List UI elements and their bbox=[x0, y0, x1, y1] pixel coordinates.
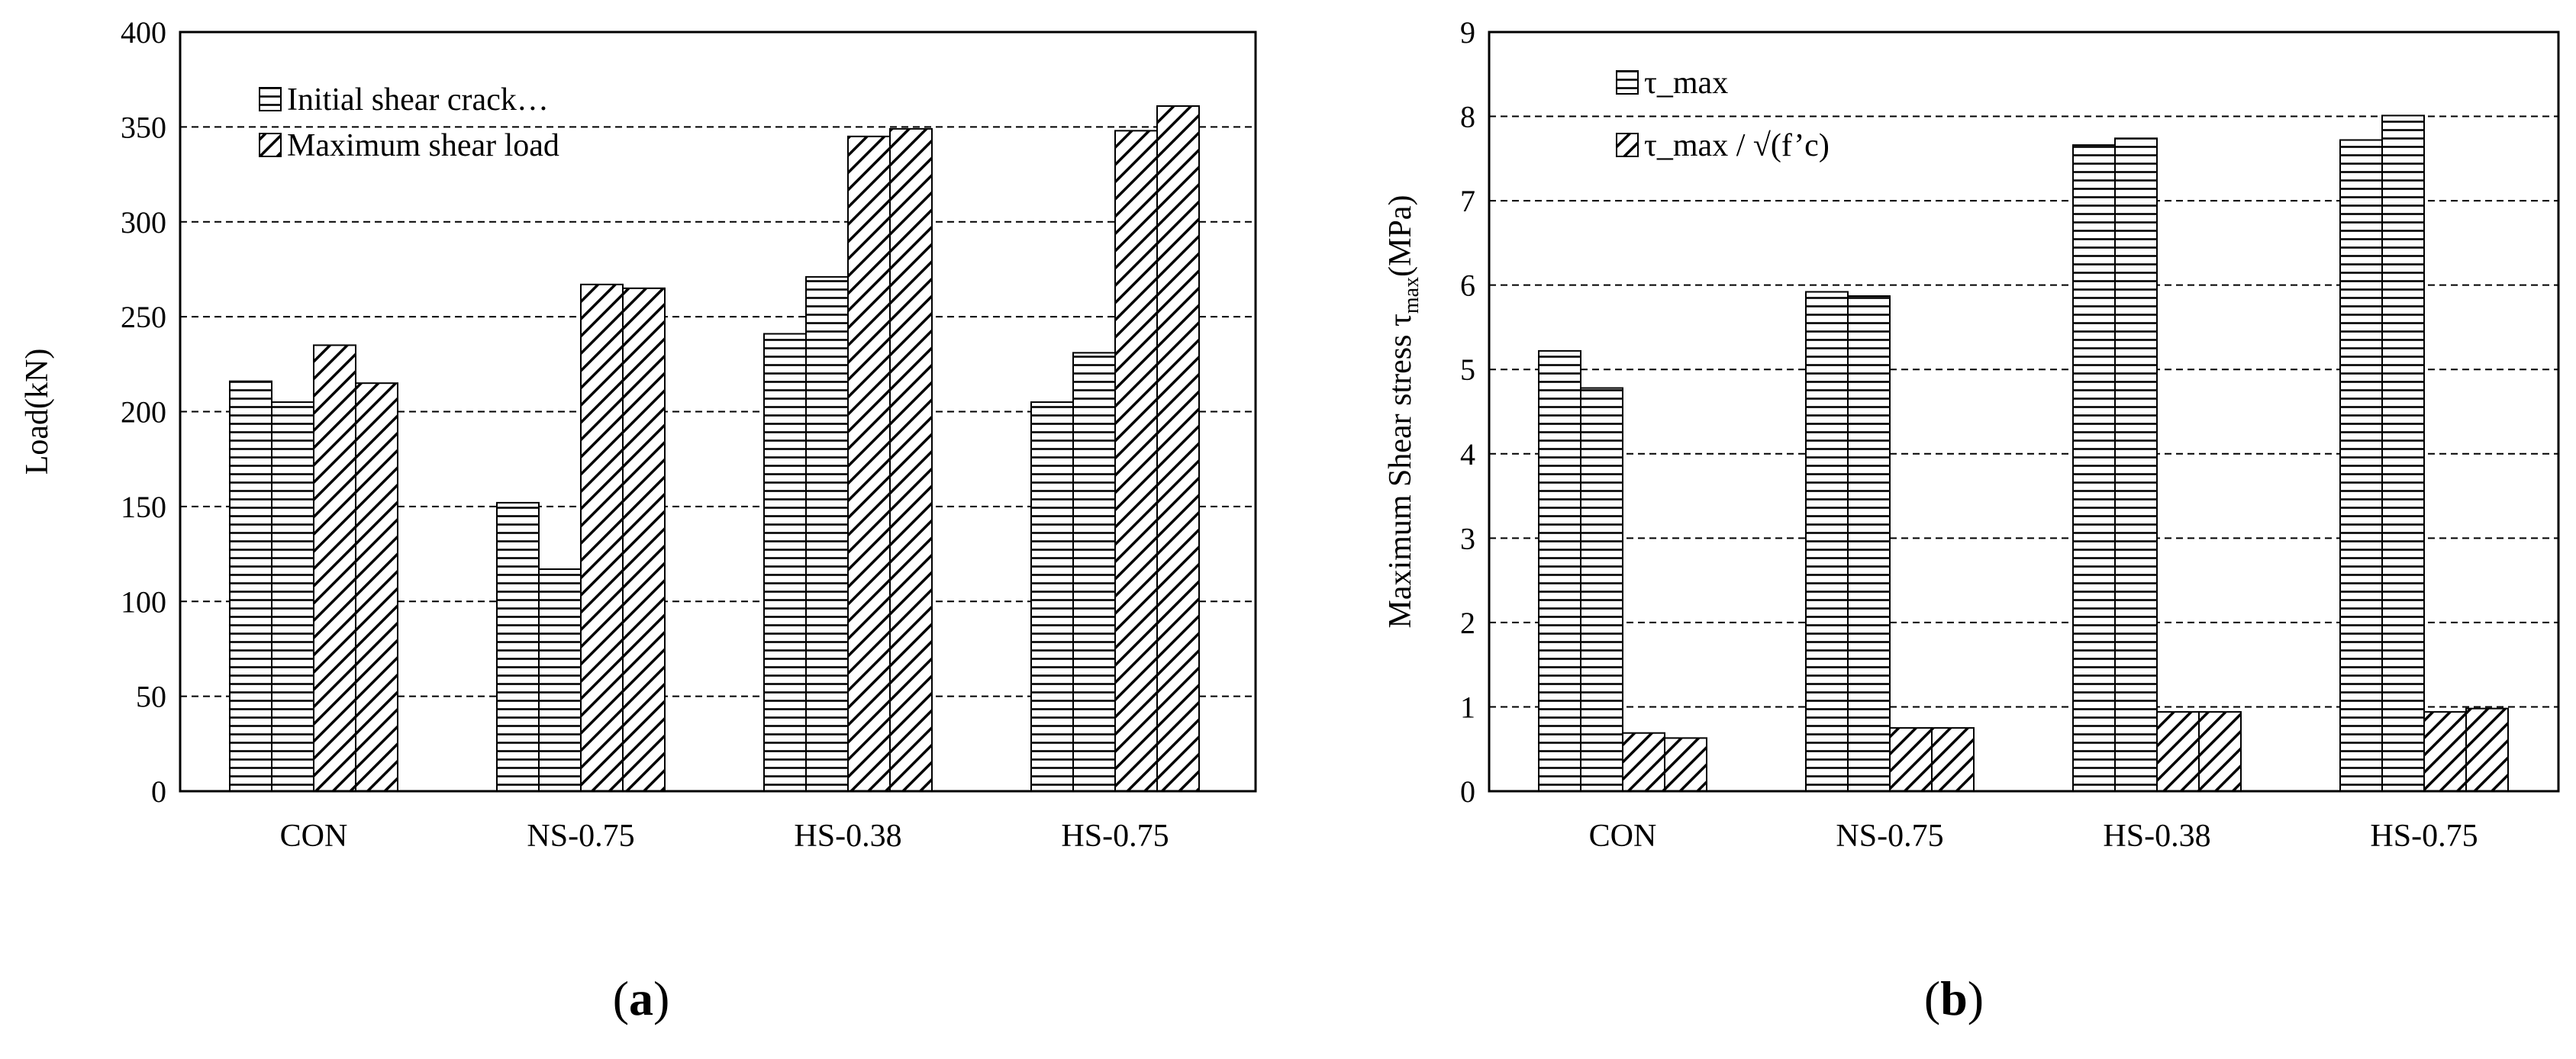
chart-b-legend-swatch-tau-max bbox=[1616, 70, 1639, 95]
chart-a-y-tick-label: 400 bbox=[121, 15, 166, 50]
chart-b-bar bbox=[2381, 114, 2425, 792]
chart-a-bar bbox=[1072, 352, 1116, 792]
chart-b-y-tick-label: 4 bbox=[1460, 437, 1475, 472]
chart-b-y-tick-label: 8 bbox=[1460, 100, 1475, 134]
chart-b-bar bbox=[2156, 711, 2200, 792]
chart-b-plot-frame bbox=[1488, 31, 2560, 793]
chart-b-bar bbox=[1931, 727, 1975, 792]
chart-b-gridlines bbox=[1489, 115, 2558, 708]
chart-a-category-label: NS-0.75 bbox=[527, 819, 634, 854]
chart-a-bar bbox=[1030, 401, 1074, 792]
chart-a-bar bbox=[496, 501, 540, 793]
chart-a-legend-swatch-maximum bbox=[259, 133, 282, 157]
chart-b-bar bbox=[2423, 711, 2467, 792]
chart-b-bar bbox=[1805, 291, 1849, 792]
chart-a-bar bbox=[538, 568, 582, 793]
chart-b-panel-label: (b) bbox=[1924, 971, 1984, 1025]
chart-a-bar bbox=[1156, 105, 1200, 792]
chart-a-legend: Initial shear crack… Maximum shear load bbox=[259, 82, 559, 163]
chart-b-category-label: NS-0.75 bbox=[1836, 819, 1943, 854]
chart-a-bar bbox=[229, 380, 272, 792]
chart-b-y-tick-label: 3 bbox=[1460, 521, 1475, 555]
chart-a-y-tick-label: 300 bbox=[121, 205, 166, 240]
chart-a-y-tick-label: 100 bbox=[121, 584, 166, 619]
chart-b-y-tick-label: 6 bbox=[1460, 269, 1475, 303]
chart-b-category-labels: CON NS-0.75 HS-0.38 HS-0.75 bbox=[1589, 819, 2478, 854]
chart-b-y-axis-label: Maximum Shear stress τmax(MPa) bbox=[1383, 195, 1423, 629]
chart-a-category-labels: CON NS-0.75 HS-0.38 HS-0.75 bbox=[280, 819, 1169, 854]
chart-a-panel-label: (a) bbox=[613, 971, 670, 1025]
chart-a-y-tick-label: 350 bbox=[121, 110, 166, 144]
chart-a-legend-swatch-initial bbox=[259, 87, 282, 111]
chart-a-bar bbox=[271, 401, 314, 792]
chart-b-legend-swatch-normalized bbox=[1616, 133, 1639, 157]
chart-a-bar bbox=[889, 127, 933, 793]
chart-a-plot-frame bbox=[179, 31, 1257, 793]
chart-b-bar bbox=[2465, 707, 2509, 793]
chart-b-bar bbox=[1847, 295, 1891, 792]
chart-a-bars bbox=[229, 105, 1200, 793]
chart-a-category-label: HS-0.75 bbox=[1061, 819, 1169, 854]
chart-b-bar bbox=[2198, 711, 2242, 792]
chart-a-y-tick-label: 0 bbox=[151, 774, 166, 809]
chart-b-legend-label-tau-max: τ_max bbox=[1644, 66, 1728, 101]
chart-a-y-axis-label: Load(kN) bbox=[20, 349, 55, 475]
chart-b-category-label: HS-0.75 bbox=[2370, 819, 2478, 854]
chart-a-legend-label-initial: Initial shear crack… bbox=[287, 82, 549, 117]
chart-a-bar bbox=[1114, 130, 1158, 793]
chart-a-bar bbox=[313, 344, 356, 792]
chart-b-bar bbox=[1889, 727, 1933, 792]
chart-b-y-tick-label: 5 bbox=[1460, 352, 1475, 387]
chart-a-bar bbox=[622, 287, 666, 792]
chart-b-bar bbox=[1580, 387, 1623, 792]
chart-a-bar bbox=[763, 333, 807, 792]
chart-b-y-tick-label: 9 bbox=[1460, 15, 1475, 50]
chart-a-y-tick-label: 250 bbox=[121, 300, 166, 334]
chart-b-bars bbox=[1538, 114, 2509, 793]
chart-b-legend-label-normalized: τ_max / √(f’c) bbox=[1644, 128, 1830, 163]
chart-b-bar bbox=[2114, 137, 2158, 793]
chart-a-y-tick-label: 150 bbox=[121, 490, 166, 524]
chart-a-bar bbox=[580, 283, 624, 792]
chart-b-y-tick-label: 7 bbox=[1460, 184, 1475, 218]
chart-a: 0 50 100 150 200 250 300 350 400 CON NS-0.75 HS-0.… bbox=[20, 15, 1257, 1025]
chart-b-tick-labels: 0 1 2 3 4 5 6 7 8 9 bbox=[1460, 15, 1475, 809]
chart-b-bar bbox=[2339, 139, 2383, 792]
chart-a-bar bbox=[805, 275, 849, 792]
chart-b-bar bbox=[1622, 732, 1665, 793]
chart-b-bar bbox=[1664, 737, 1707, 792]
chart-b-y-tick-label: 1 bbox=[1460, 690, 1475, 724]
chart-b-category-label: HS-0.38 bbox=[2103, 819, 2210, 854]
chart-a-category-label: HS-0.38 bbox=[794, 819, 901, 854]
chart-b-category-label: CON bbox=[1589, 819, 1657, 854]
chart-a-bar bbox=[355, 382, 398, 792]
chart-a-y-tick-label: 50 bbox=[136, 680, 166, 714]
chart-b-bar bbox=[2072, 144, 2116, 792]
chart-a-bar bbox=[847, 135, 891, 792]
chart-b-legend: τ_max τ_max / √(f’c) bbox=[1616, 66, 1830, 163]
chart-b: 0 1 2 3 4 5 6 7 8 9 CON NS-0.75 HS-0.38 HS-0.75 Maxi… bbox=[1383, 15, 2560, 1025]
chart-b-bar bbox=[1538, 349, 1581, 792]
chart-a-y-tick-label: 200 bbox=[121, 395, 166, 430]
chart-a-category-label: CON bbox=[280, 819, 348, 854]
chart-a-legend-label-maximum: Maximum shear load bbox=[287, 128, 559, 163]
chart-a-tick-labels: 0 50 100 150 200 250 300 350 400 bbox=[121, 15, 166, 809]
chart-b-y-tick-label: 2 bbox=[1460, 606, 1475, 640]
chart-b-y-tick-label: 0 bbox=[1460, 774, 1475, 809]
